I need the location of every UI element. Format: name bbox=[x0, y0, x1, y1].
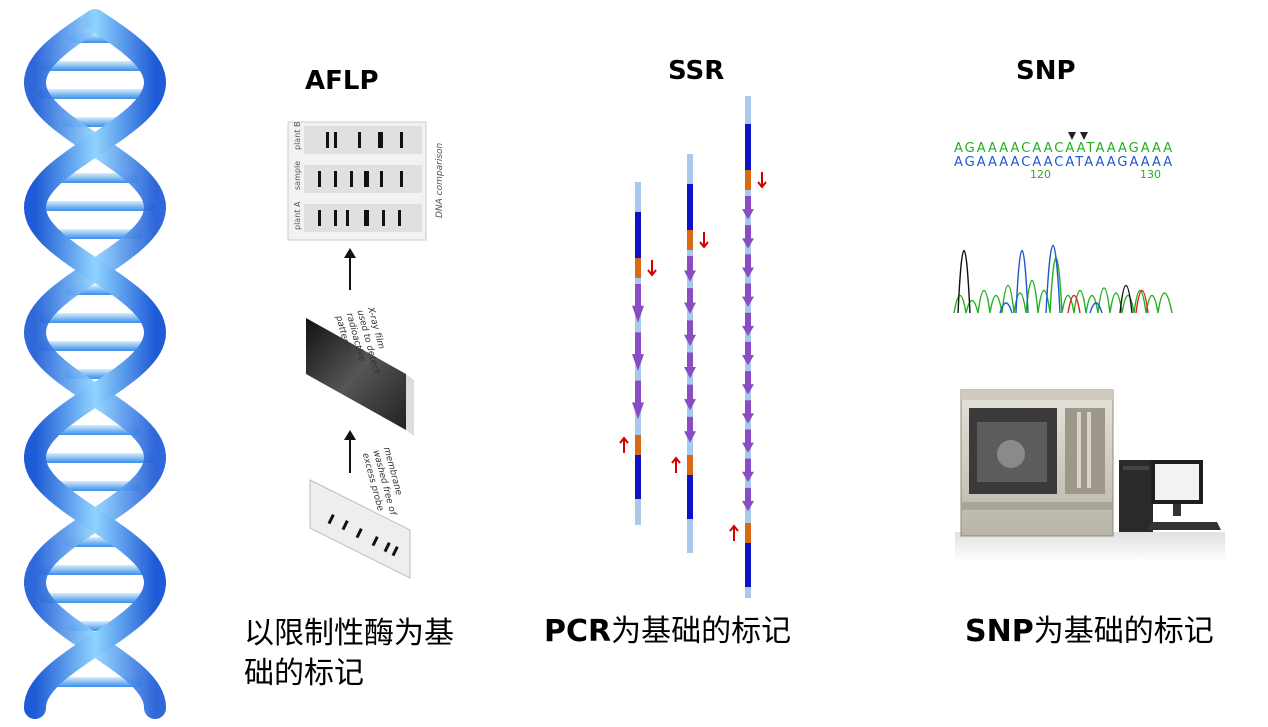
helix-rung bbox=[47, 229, 143, 239]
arrow-up-icon-2 bbox=[344, 430, 356, 473]
helix-rung bbox=[38, 341, 152, 351]
snp-title: SNP bbox=[1016, 56, 1076, 86]
sequencer-machine-illustration bbox=[955, 389, 1225, 562]
helix-strand-a bbox=[23, 9, 167, 719]
helix-rung bbox=[37, 89, 153, 99]
repeat-arrow-icon bbox=[632, 284, 644, 323]
helix-rung bbox=[50, 173, 140, 183]
primer-arrow-up-icon bbox=[671, 456, 681, 473]
membrane-strip: membrane washed free of excess probe bbox=[309, 446, 411, 579]
repeat-arrow-icon bbox=[742, 312, 754, 337]
ssr-primer-upper-2 bbox=[687, 230, 693, 250]
xray-film: X-ray film used to detect radioactive pa… bbox=[306, 305, 414, 436]
helix-rung bbox=[48, 425, 142, 435]
repeat-arrow-icon bbox=[742, 283, 754, 307]
snp-caption-bold: SNP bbox=[965, 614, 1034, 649]
repeat-arrow-icon bbox=[742, 458, 754, 482]
primer-arrow-up-icon bbox=[729, 524, 739, 541]
helix-rung bbox=[35, 201, 155, 211]
ssr-caption-rest: 为基础的标记 bbox=[611, 614, 792, 649]
ssr-primer-upper-3 bbox=[745, 170, 751, 190]
helix-rung bbox=[38, 313, 151, 323]
ssr-primer-lower-3 bbox=[745, 523, 751, 543]
svg-text:membrane washed free of: membrane washed free of excess probe bbox=[360, 446, 409, 522]
ssr-caption-bold: PCR bbox=[544, 614, 612, 649]
ssr-caption: PCR为基础的标记 bbox=[544, 612, 791, 652]
repeat-arrow-icon bbox=[632, 380, 644, 420]
snp-marker-icon bbox=[1068, 132, 1076, 140]
helix-strand-b bbox=[23, 9, 167, 719]
gel-side-label: DNA comparison bbox=[435, 142, 445, 218]
ssr-flank-lower-1 bbox=[635, 455, 641, 499]
sequence-pos-2: 130 bbox=[1140, 168, 1161, 181]
snp-marker-icon-2 bbox=[1080, 132, 1088, 140]
snp-caption: SNP为基础的标记 bbox=[965, 612, 1214, 652]
repeat-arrow-icon bbox=[742, 487, 754, 512]
aflp-caption: 以限制性酶为基 础的标记 bbox=[244, 614, 454, 694]
ssr-flank-upper-3 bbox=[745, 124, 751, 170]
repeat-arrow-icon bbox=[742, 429, 754, 453]
repeat-arrow-icon bbox=[742, 341, 754, 366]
ssr-primer-lower-2 bbox=[687, 455, 693, 475]
gel-row-label-2: sample bbox=[293, 161, 302, 190]
primer-arrow-down-icon bbox=[647, 260, 657, 277]
repeat-arrow-icon bbox=[684, 320, 696, 347]
dna-helix-illustration bbox=[23, 9, 167, 719]
repeat-arrow-icon bbox=[684, 352, 696, 379]
gel-row-label-1: plant B bbox=[293, 122, 302, 150]
gel-comparison-panel: plant B sample plant A DNA comparison bbox=[287, 121, 445, 241]
repeat-arrow-icon bbox=[684, 416, 696, 443]
repeat-arrow-icon bbox=[742, 371, 754, 395]
ssr-diagram bbox=[619, 96, 767, 598]
trace-black bbox=[957, 249, 1133, 314]
ssr-primer-lower-1 bbox=[635, 435, 641, 455]
arrow-up-icon bbox=[344, 248, 356, 290]
sequence-line-1: AGAAAACAACAATAAAGAAA bbox=[954, 141, 1172, 156]
snp-caption-rest: 为基础的标记 bbox=[1033, 614, 1214, 649]
trace-blue bbox=[999, 244, 1103, 314]
helix-rung bbox=[49, 481, 141, 491]
repeat-arrow-icon bbox=[684, 288, 696, 314]
ssr-title: SSR bbox=[668, 56, 725, 86]
primer-arrow-down-icon bbox=[757, 172, 767, 189]
repeat-arrow-icon bbox=[742, 400, 754, 424]
snp-chromatogram: AGAAAACAACAATAAAGAAA AGAAAACAACATAAAGAAA… bbox=[953, 132, 1173, 314]
ssr-primer-upper-1 bbox=[635, 258, 641, 278]
repeat-arrow-icon bbox=[684, 384, 696, 411]
primer-arrow-up-icon bbox=[619, 436, 629, 453]
helix-rung bbox=[37, 565, 152, 575]
gel-row-label-3: plant A bbox=[293, 201, 302, 230]
ssr-flank-upper-2 bbox=[687, 184, 693, 230]
aflp-caption-line-2: 础的标记 bbox=[244, 656, 364, 691]
sequence-pos-1: 120 bbox=[1030, 168, 1051, 181]
repeat-arrow-icon bbox=[742, 225, 754, 249]
helix-rung bbox=[35, 453, 155, 463]
repeat-arrow-icon bbox=[684, 256, 696, 282]
trace-green bbox=[953, 257, 1173, 314]
aflp-diagram: plant B sample plant A DNA comparison X-… bbox=[287, 121, 445, 579]
ssr-flank-lower-3 bbox=[745, 543, 751, 587]
helix-rung bbox=[40, 61, 150, 71]
repeat-arrow-icon bbox=[742, 196, 754, 220]
repeat-arrow-icon bbox=[632, 332, 644, 371]
repeat-arrow-icon bbox=[742, 254, 754, 278]
primer-arrow-down-icon bbox=[699, 232, 709, 249]
ssr-flank-upper-1 bbox=[635, 212, 641, 258]
helix-rung bbox=[46, 677, 144, 687]
aflp-caption-line-1: 以限制性酶为基 bbox=[244, 616, 454, 651]
helix-rung bbox=[39, 593, 151, 603]
ssr-flank-lower-2 bbox=[687, 475, 693, 519]
trace-red bbox=[1067, 290, 1149, 314]
aflp-title: AFLP bbox=[305, 66, 379, 96]
